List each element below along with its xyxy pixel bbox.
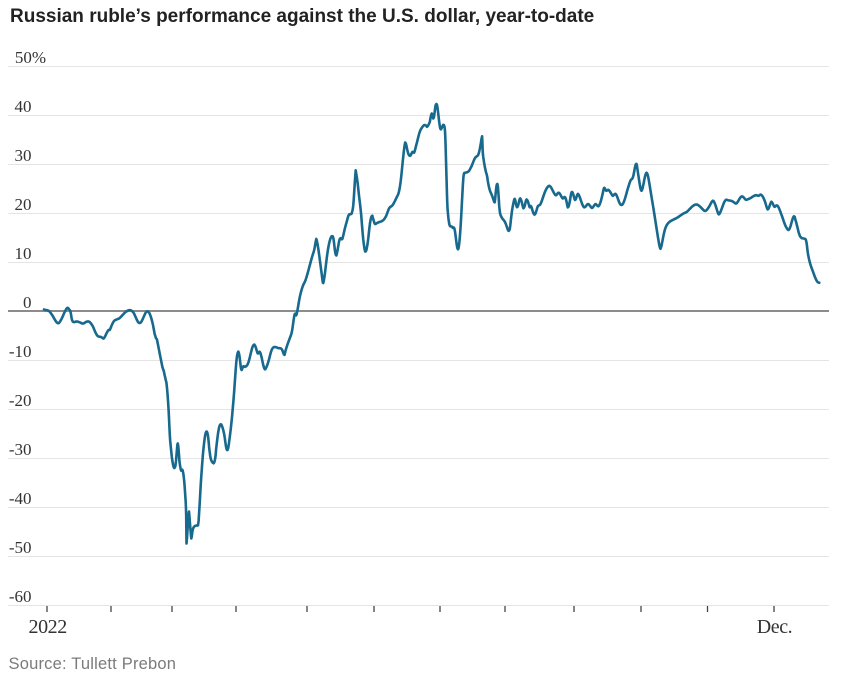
svg-text:50%: 50% <box>15 48 46 67</box>
svg-text:20: 20 <box>15 195 32 214</box>
svg-text:2022: 2022 <box>28 616 66 638</box>
svg-text:-40: -40 <box>9 489 32 508</box>
svg-text:-30: -30 <box>9 440 32 459</box>
svg-text:10: 10 <box>15 244 32 263</box>
svg-text:-10: -10 <box>9 342 32 361</box>
svg-text:40: 40 <box>15 97 32 116</box>
svg-text:Source: Tullett Prebon: Source: Tullett Prebon <box>9 655 177 673</box>
svg-text:-60: -60 <box>9 587 32 606</box>
svg-text:-50: -50 <box>9 538 32 557</box>
svg-text:Dec.: Dec. <box>757 616 793 638</box>
svg-text:30: 30 <box>15 146 32 165</box>
svg-text:Russian ruble’s performance ag: Russian ruble’s performance against the … <box>10 6 594 27</box>
svg-text:0: 0 <box>23 293 32 312</box>
svg-text:-20: -20 <box>9 391 32 410</box>
